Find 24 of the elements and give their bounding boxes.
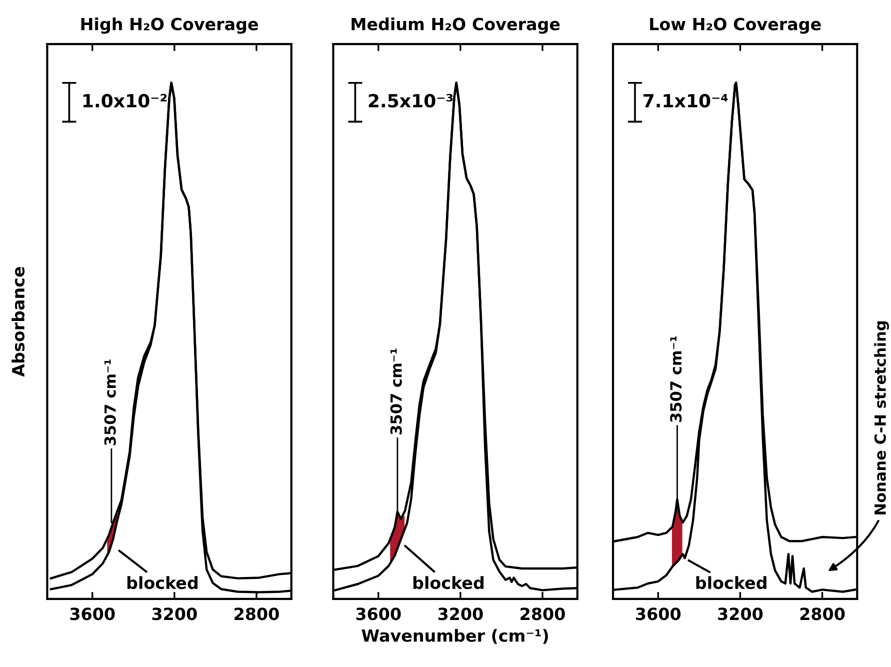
- annotation: 1.0x10⁻²: [83, 94, 167, 108]
- annotation: blocked: [127, 576, 198, 590]
- chart-title: Low H₂O Coverage: [650, 18, 821, 34]
- annotation: blocked: [696, 576, 766, 590]
- annotation: 3507 cm⁻¹: [670, 336, 682, 422]
- x-axis-title: Wavenumber (cm⁻¹): [362, 628, 548, 644]
- chart-title: High H₂O Coverage: [81, 17, 258, 34]
- x-tick-label: 3600: [636, 608, 681, 620]
- annotation: 7.1x10⁻⁴: [644, 94, 728, 108]
- annotation: 3507 cm⁻¹: [390, 348, 402, 434]
- x-tick-label: 3600: [70, 608, 115, 620]
- x-tick-label: 2800: [800, 608, 845, 620]
- x-tick-label: 3600: [356, 608, 401, 620]
- annotation: 2.5x10⁻³: [368, 94, 453, 108]
- annotation: 3507 cm⁻¹: [104, 359, 116, 446]
- x-tick-label: 3200: [152, 608, 197, 620]
- text: Nonane C-H stretching: [874, 321, 890, 514]
- annotation: blocked: [413, 576, 484, 590]
- x-tick-label: 2800: [520, 608, 565, 620]
- y-axis-title: Absorbance: [12, 266, 25, 377]
- x-tick-label: 3200: [718, 608, 763, 620]
- x-tick-label: 3200: [438, 608, 483, 620]
- x-tick-label: 2800: [234, 608, 279, 620]
- chart-title: Medium H₂O Coverage: [352, 17, 560, 34]
